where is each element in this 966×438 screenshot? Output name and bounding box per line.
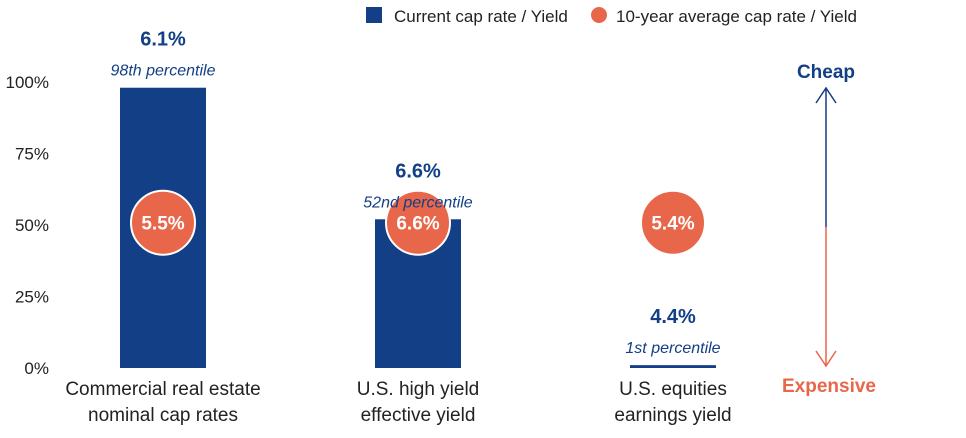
category-label: effective yield (361, 405, 476, 426)
category-label: nominal cap rates (88, 405, 238, 426)
percentile-label: 52nd percentile (363, 194, 473, 211)
legend-swatch-average (591, 7, 607, 23)
average-value-label: 5.4% (651, 214, 694, 235)
legend-label-average: 10-year average cap rate / Yield (616, 7, 857, 26)
bar-labels: 98th percentile 6.1% 52nd percentile 6.6% 1s… (111, 29, 721, 357)
legend: Current cap rate / Yield 10-year average… (366, 7, 857, 26)
category-label: U.S. high yield (357, 379, 480, 400)
average-dots: 5.5% 6.6% 5.4% (130, 189, 706, 256)
y-tick-label: 75% (15, 145, 49, 164)
category-label: U.S. equities (619, 379, 727, 400)
y-tick-label: 50% (15, 216, 49, 235)
category-labels: Commercial real estate nominal cap rates U… (65, 379, 731, 426)
current-value-label: 6.6% (395, 160, 441, 182)
y-tick-label: 100% (6, 73, 49, 92)
expensive-label: Expensive (782, 376, 876, 397)
average-dot (385, 189, 451, 256)
legend-swatch-current (366, 7, 382, 23)
current-value-label: 6.1% (140, 29, 186, 51)
percentile-label: 1st percentile (625, 340, 720, 357)
percentile-label: 98th percentile (111, 63, 216, 80)
bar (630, 365, 716, 368)
y-axis-ticks: 0% 25% 50% 75% 100% (6, 73, 49, 378)
average-value-label: 5.5% (141, 214, 184, 235)
average-dot (640, 189, 706, 256)
category-label: earnings yield (614, 405, 731, 426)
average-value-label: 6.6% (396, 214, 439, 235)
cheap-expensive-scale: Cheap Expensive (782, 62, 876, 397)
current-value-label: 4.4% (650, 306, 696, 328)
cheap-label: Cheap (797, 62, 855, 83)
average-dot (130, 189, 196, 256)
down-arrow-icon (815, 350, 837, 368)
category-label: Commercial real estate (65, 379, 260, 400)
legend-label-current: Current cap rate / Yield (394, 7, 568, 26)
y-tick-label: 0% (24, 359, 49, 378)
up-arrow-icon (815, 86, 837, 104)
y-tick-label: 25% (15, 288, 49, 307)
